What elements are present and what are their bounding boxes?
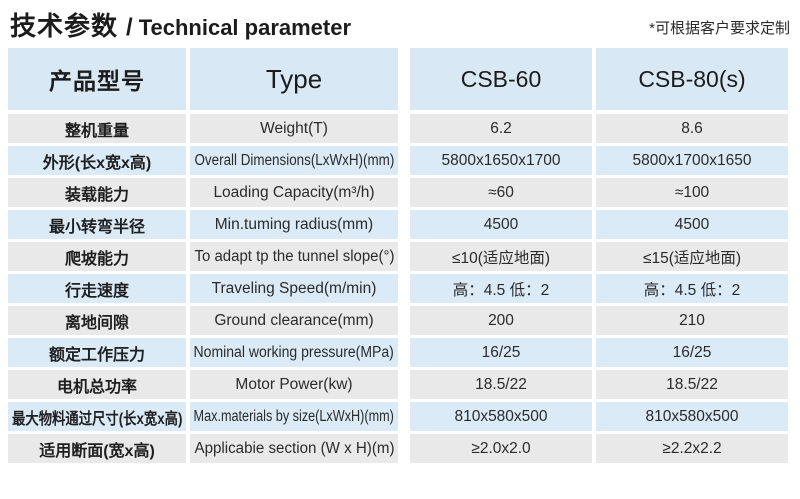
header-csb-80s-label: CSB-80(s) bbox=[638, 65, 746, 92]
value-csb-60: 200 bbox=[410, 306, 592, 335]
value-csb-60: ≤10(适应地面) bbox=[410, 242, 592, 271]
value-csb-60: 6.2 bbox=[410, 114, 592, 143]
param-name-en: Traveling Speed(m/min) bbox=[190, 274, 398, 303]
table-body: 整机重量 Weight(T) 6.2 8.6 外形(长x宽x高) Overall… bbox=[8, 114, 800, 463]
param-name-en: Weight(T) bbox=[190, 114, 398, 143]
title-separator: / bbox=[126, 14, 133, 41]
header-product-model: 产品型号 bbox=[8, 48, 186, 110]
value-csb-80s: ≤15(适应地面) bbox=[596, 242, 788, 271]
value-csb-60: 5800x1650x1700 bbox=[410, 146, 592, 175]
table-row: 爬坡能力 To adapt tp the tunnel slope(°) ≤10… bbox=[8, 242, 800, 271]
value-csb-80s: 4500 bbox=[596, 210, 788, 239]
table-row: 适用断面(宽x高) Applicabie section (W x H)(m) … bbox=[8, 434, 800, 463]
parameter-table: 产品型号 Type CSB-60 CSB-80(s) 整机重量 Weight(T… bbox=[0, 48, 800, 463]
table-row: 整机重量 Weight(T) 6.2 8.6 bbox=[8, 114, 800, 143]
value-csb-60: 810x580x500 bbox=[410, 402, 592, 431]
header-product-model-label: 产品型号 bbox=[49, 68, 145, 94]
param-name-zh: 最小转弯半径 bbox=[8, 210, 186, 239]
param-name-zh: 适用断面(宽x高) bbox=[8, 434, 186, 463]
value-csb-60: ≥2.0x2.0 bbox=[410, 434, 592, 463]
value-csb-80s: 18.5/22 bbox=[596, 370, 788, 399]
value-csb-60: 16/25 bbox=[410, 338, 592, 367]
param-name-zh: 整机重量 bbox=[8, 114, 186, 143]
table-row: 电机总功率 Motor Power(kw) 18.5/22 18.5/22 bbox=[8, 370, 800, 399]
table-header-row: 产品型号 Type CSB-60 CSB-80(s) bbox=[8, 48, 800, 110]
param-name-zh: 最大物料通过尺寸(长x宽x高) bbox=[8, 402, 186, 431]
value-csb-80s: 8.6 bbox=[596, 114, 788, 143]
customization-note: *可根据客户要求定制 bbox=[649, 20, 790, 37]
page-title-english: Technical parameter bbox=[138, 15, 352, 40]
param-name-zh: 外形(长x宽x高) bbox=[8, 146, 186, 175]
value-csb-80s: 16/25 bbox=[596, 338, 788, 367]
table-row: 离地间隙 Ground clearance(mm) 200 210 bbox=[8, 306, 800, 335]
value-csb-80s: 高：4.5 低：2 bbox=[596, 274, 788, 303]
table-row: 行走速度 Traveling Speed(m/min) 高：4.5 低：2 高：… bbox=[8, 274, 800, 303]
table-row: 装载能力 Loading Capacity(m³/h) ≈60 ≈100 bbox=[8, 178, 800, 207]
param-name-zh: 装载能力 bbox=[8, 178, 186, 207]
param-name-en: Motor Power(kw) bbox=[190, 370, 398, 399]
page-title: 技术参数 / Technical parameter bbox=[10, 13, 351, 40]
param-name-zh: 额定工作压力 bbox=[8, 338, 186, 367]
value-csb-80s: 810x580x500 bbox=[596, 402, 788, 431]
value-csb-60: 4500 bbox=[410, 210, 592, 239]
header-csb-80s: CSB-80(s) bbox=[596, 48, 788, 110]
value-csb-80s: ≥2.2x2.2 bbox=[596, 434, 788, 463]
page-title-chinese: 技术参数 bbox=[10, 11, 119, 41]
value-csb-60: 高：4.5 低：2 bbox=[410, 274, 592, 303]
table-row: 最小转弯半径 Min.tuming radius(mm) 4500 4500 bbox=[8, 210, 800, 239]
value-csb-60: ≈60 bbox=[410, 178, 592, 207]
param-name-en: Overall Dimensions(LxWxH)(mm) bbox=[190, 146, 398, 175]
header-csb-60: CSB-60 bbox=[410, 48, 592, 110]
header-csb-60-label: CSB-60 bbox=[460, 65, 542, 92]
table-row: 额定工作压力 Nominal working pressure(MPa) 16/… bbox=[8, 338, 800, 367]
param-name-en: Max.materials by size(LxWxH)(mm) bbox=[190, 402, 398, 431]
param-name-zh: 爬坡能力 bbox=[8, 242, 186, 271]
param-name-en: Nominal working pressure(MPa) bbox=[190, 338, 398, 367]
title-bar: 技术参数 / Technical parameter *可根据客户要求定制 bbox=[0, 0, 800, 40]
header-type: Type bbox=[190, 48, 398, 110]
value-csb-80s: ≈100 bbox=[596, 178, 788, 207]
table-row: 最大物料通过尺寸(长x宽x高) Max.materials by size(Lx… bbox=[8, 402, 800, 431]
value-csb-60: 18.5/22 bbox=[410, 370, 592, 399]
value-csb-80s: 5800x1700x1650 bbox=[596, 146, 788, 175]
table-row: 外形(长x宽x高) Overall Dimensions(LxWxH)(mm) … bbox=[8, 146, 800, 175]
param-name-en: Applicabie section (W x H)(m) bbox=[190, 434, 398, 463]
value-csb-80s: 210 bbox=[596, 306, 788, 335]
param-name-zh: 离地间隙 bbox=[8, 306, 186, 335]
param-name-zh: 行走速度 bbox=[8, 274, 186, 303]
param-name-en: Ground clearance(mm) bbox=[190, 306, 398, 335]
param-name-en: Min.tuming radius(mm) bbox=[190, 210, 398, 239]
param-name-zh: 电机总功率 bbox=[8, 370, 186, 399]
param-name-en: Loading Capacity(m³/h) bbox=[190, 178, 398, 207]
header-type-label: Type bbox=[265, 63, 323, 94]
param-name-en: To adapt tp the tunnel slope(°) bbox=[190, 242, 398, 271]
